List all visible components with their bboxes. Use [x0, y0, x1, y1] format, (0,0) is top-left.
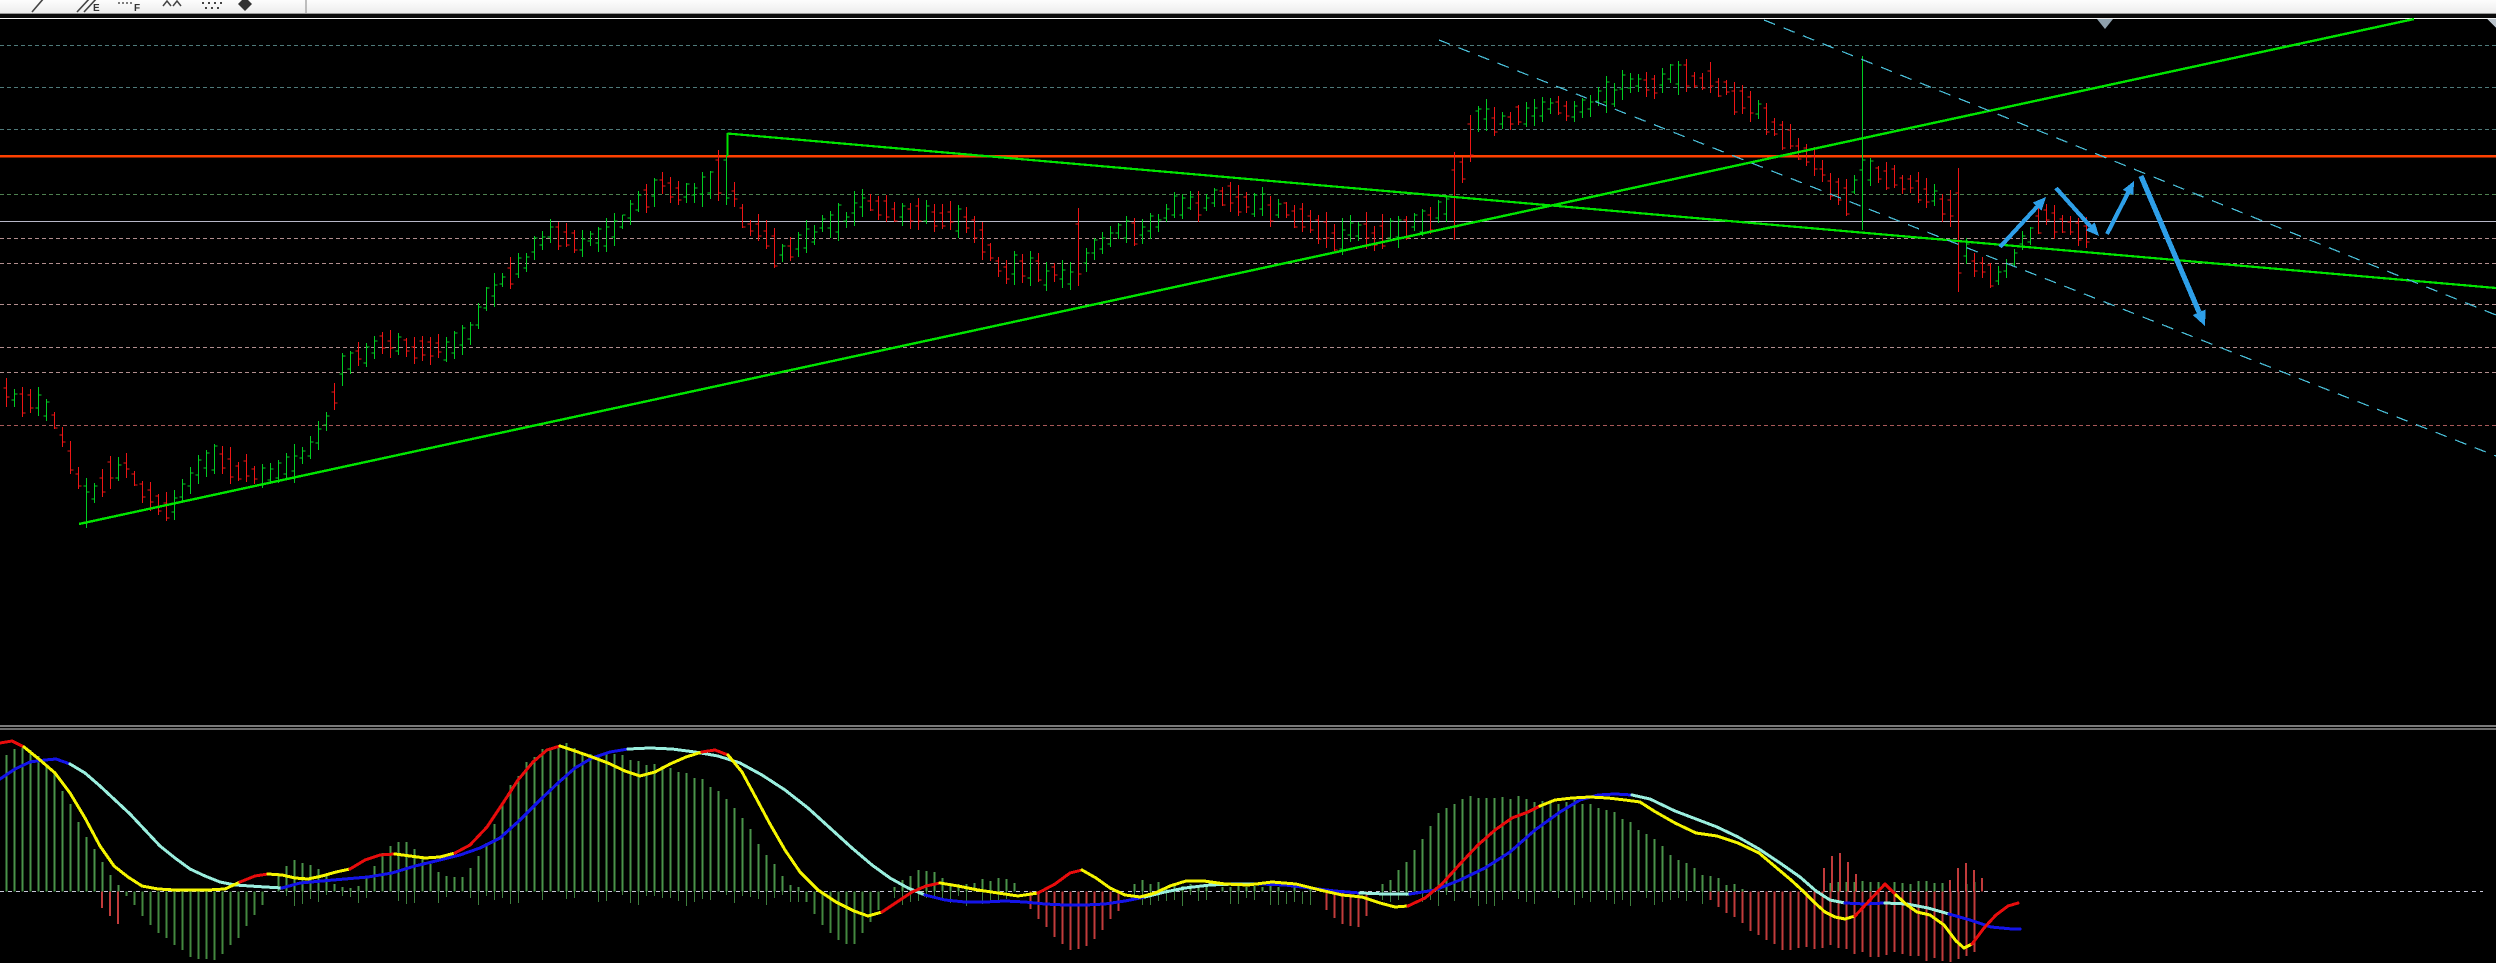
svg-text:F: F [134, 3, 140, 13]
svg-text:E: E [93, 3, 100, 13]
